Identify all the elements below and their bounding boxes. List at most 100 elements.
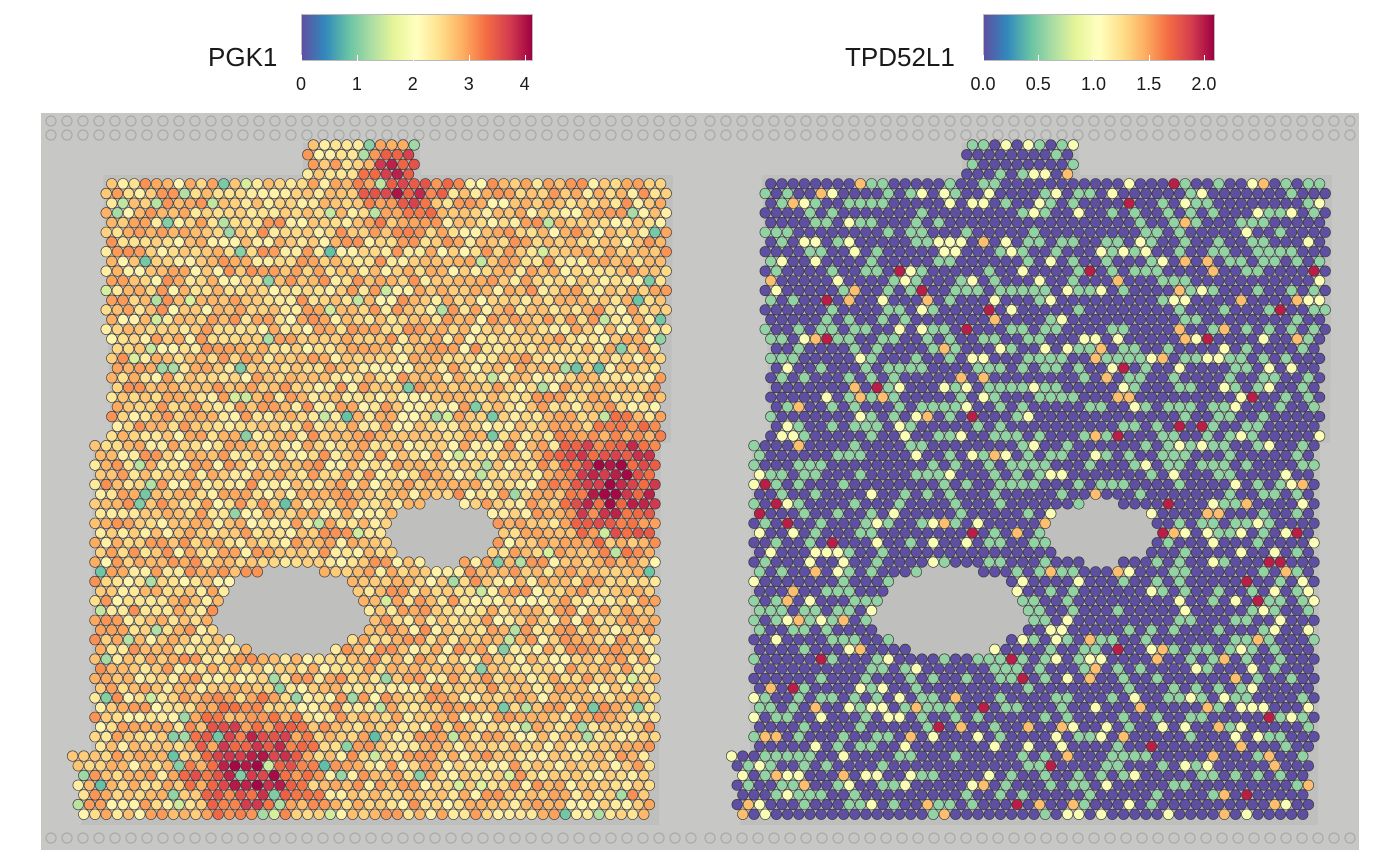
spot-point <box>447 226 460 238</box>
spot-point <box>1157 275 1169 287</box>
spot-point <box>274 314 286 326</box>
spot-point <box>436 478 448 491</box>
spot-point <box>313 478 325 491</box>
spot-point <box>1269 333 1281 345</box>
spot-point <box>475 333 488 345</box>
spot-point <box>938 207 950 219</box>
spot-point <box>520 275 532 287</box>
spot-point <box>531 779 544 791</box>
spot-point <box>94 643 107 656</box>
spot-point <box>335 459 348 471</box>
spot-point <box>167 381 179 394</box>
spot-point <box>587 314 600 326</box>
spot-point <box>871 304 883 316</box>
spot-point <box>335 808 348 820</box>
spot-point <box>944 178 956 190</box>
spot-point <box>798 275 810 287</box>
spot-point <box>509 216 521 229</box>
spot-point <box>626 750 639 762</box>
spot-point <box>498 740 510 753</box>
spot-point <box>770 401 782 413</box>
spot-point <box>526 711 538 723</box>
spot-point <box>229 779 241 791</box>
spot-point <box>826 226 838 238</box>
spot-point <box>899 449 911 462</box>
spot-point <box>1162 265 1175 277</box>
colorbar-tick-mark <box>356 55 358 61</box>
spot-point <box>1285 187 1298 200</box>
spot-point <box>615 769 628 782</box>
spot-point <box>632 624 644 636</box>
spot-point <box>391 498 404 510</box>
spot-point <box>1229 226 1242 238</box>
spot-point <box>1067 411 1079 423</box>
spot-point <box>815 343 827 355</box>
spot-point <box>475 760 488 772</box>
spot-point <box>1151 420 1163 432</box>
spot-point <box>330 701 342 714</box>
fiducial-dot <box>397 832 409 844</box>
spot-point <box>347 789 359 801</box>
spot-point <box>1185 362 1197 374</box>
spot-point <box>989 178 1001 190</box>
fiducial-dot <box>1152 129 1164 141</box>
spot-point <box>330 139 342 151</box>
spot-point <box>966 255 979 267</box>
spot-point <box>447 246 460 258</box>
spot-point <box>425 789 437 801</box>
spot-point <box>1157 449 1169 462</box>
spot-point <box>826 362 838 374</box>
spot-point <box>1246 449 1259 462</box>
spot-point <box>184 197 196 209</box>
spot-point <box>882 381 894 394</box>
spot-point <box>414 304 426 316</box>
spot-point <box>341 333 353 345</box>
spot-point <box>966 391 979 403</box>
spot-point <box>565 449 577 462</box>
spot-point <box>989 197 1001 209</box>
spot-point <box>548 207 560 219</box>
spot-point <box>447 304 460 316</box>
spot-point <box>593 420 605 432</box>
spot-point <box>162 469 174 481</box>
spot-point <box>1084 420 1096 432</box>
spot-point <box>442 430 454 442</box>
spot-point <box>425 284 437 297</box>
spot-point <box>838 304 850 316</box>
spot-point <box>1174 343 1186 355</box>
spot-point <box>776 255 788 267</box>
spot-point <box>1050 207 1063 219</box>
fiducial-dot <box>784 129 796 141</box>
spot-point <box>938 284 950 297</box>
spot-point <box>1112 236 1124 248</box>
spot-point <box>145 459 157 471</box>
spot-point <box>1308 323 1320 335</box>
spot-point <box>291 420 303 432</box>
spot-point <box>369 149 381 161</box>
spot-point <box>285 508 297 520</box>
fiducial-dot <box>1104 115 1116 127</box>
spot-point <box>481 323 493 335</box>
spot-point <box>520 585 532 597</box>
spot-point <box>492 381 504 394</box>
spot-point <box>408 624 420 636</box>
spot-point <box>983 304 995 316</box>
spot-point <box>425 731 437 743</box>
spot-point <box>335 750 348 762</box>
spot-point <box>1257 411 1270 423</box>
spot-point <box>543 275 555 287</box>
fiducial-dot <box>1168 832 1180 844</box>
spot-point <box>431 721 443 733</box>
spot-point <box>408 566 420 578</box>
spot-point <box>955 314 967 326</box>
spot-point <box>787 236 799 248</box>
spot-point <box>1257 430 1270 442</box>
spot-point <box>459 246 471 258</box>
spot-point <box>1179 430 1191 442</box>
spot-point <box>565 488 577 500</box>
spot-point <box>894 207 906 219</box>
spot-point <box>1224 372 1236 384</box>
spot-point <box>481 672 493 685</box>
spot-point <box>447 323 460 335</box>
spot-point <box>1011 333 1023 345</box>
